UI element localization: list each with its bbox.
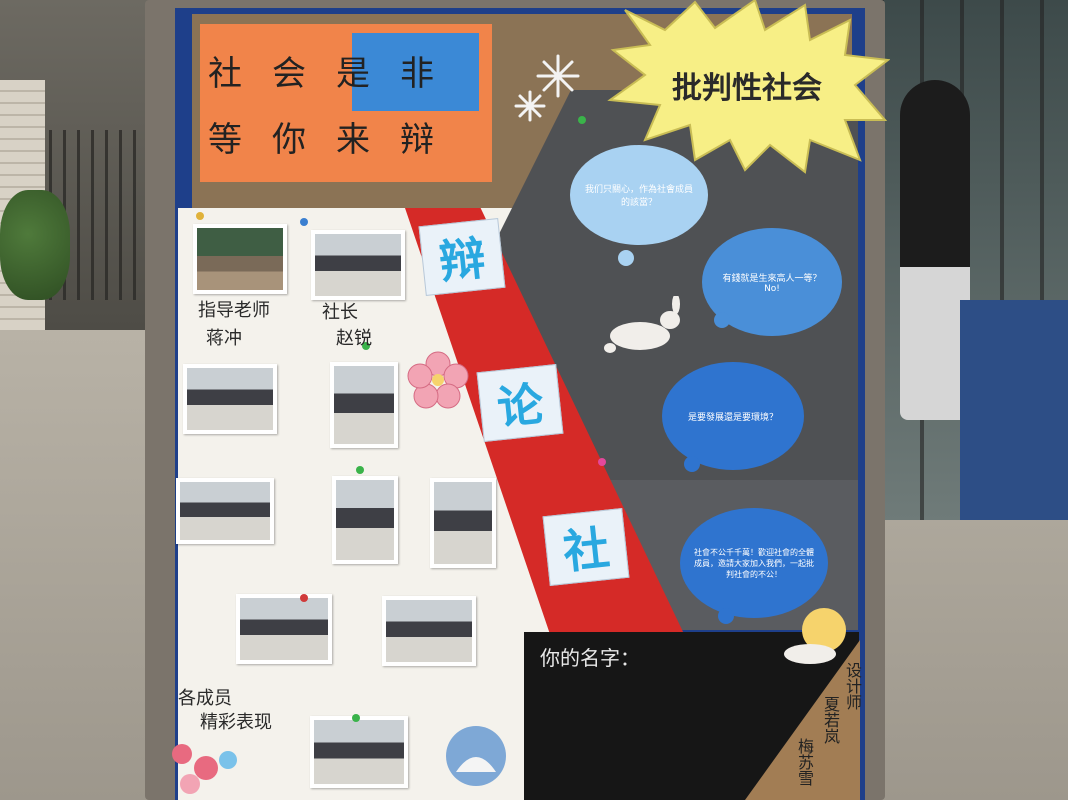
pushpin xyxy=(196,212,204,220)
banner-tile-1: 辩 xyxy=(418,218,506,296)
moon-icon xyxy=(784,608,846,664)
designer-label: 设计师 xyxy=(843,662,862,710)
title-line-2: 等你来辩 xyxy=(208,120,464,160)
pushpin xyxy=(356,466,364,474)
photo-member-8 xyxy=(310,716,408,788)
president-name: 赵锐 xyxy=(336,328,372,349)
members-line-2: 精彩表现 xyxy=(200,712,272,733)
photo-advisor xyxy=(193,224,287,294)
round-emblem-icon xyxy=(446,726,506,786)
banner-tile-3: 社 xyxy=(542,508,630,586)
designer-name-1: 夏若岚 xyxy=(821,696,840,744)
thought-bubble-4: 社會不公千千萬！歡迎社會的全體成員，邀請大家加入我們，一起批判社會的不公！ xyxy=(680,508,828,618)
photo-member-1 xyxy=(183,364,277,434)
name-prompt: 你的名字： xyxy=(540,646,640,670)
blue-stand xyxy=(960,300,1068,520)
pushpin xyxy=(300,218,308,226)
person-standing xyxy=(900,80,970,420)
bubble-tail-3 xyxy=(684,456,700,472)
title-highlight xyxy=(352,33,479,111)
rabbit-icon xyxy=(604,296,680,353)
photo-member-3 xyxy=(176,478,274,544)
burst-text: 批判性社会 xyxy=(672,71,822,106)
title-line-1: 社会是非 xyxy=(208,54,464,94)
thought-bubble-3: 是要發展還是要環境？ xyxy=(662,362,804,470)
flower-decoration-icon xyxy=(172,744,237,794)
snowflake-icon xyxy=(514,54,580,122)
pushpin xyxy=(300,594,308,602)
photo-member-5 xyxy=(430,478,496,568)
photo-member-6 xyxy=(236,594,332,664)
bubble-tail-1 xyxy=(618,250,634,266)
cherry-blossom-icon xyxy=(407,351,469,409)
photo-member-4 xyxy=(332,476,398,564)
photo-president xyxy=(311,230,405,300)
photo-member-2 xyxy=(330,362,398,448)
pushpin xyxy=(362,342,370,350)
starburst-title: 批判性社会 xyxy=(607,0,890,174)
members-line-1: 各成员 xyxy=(178,688,232,709)
president-label: 社长 xyxy=(322,302,358,323)
pushpin xyxy=(598,458,606,466)
advisor-label: 指导老师 xyxy=(198,300,270,321)
thought-bubble-1: 我们只關心，作為社會成員的該當？ xyxy=(570,145,708,245)
pushpin xyxy=(352,714,360,722)
advisor-name: 蒋冲 xyxy=(206,328,242,349)
banner-tile-2: 论 xyxy=(476,364,564,442)
bubble-tail-2 xyxy=(714,312,730,328)
green-bush xyxy=(0,190,70,300)
bubble-tail-4 xyxy=(718,608,734,624)
designer-name-2: 梅苏雪 xyxy=(795,738,814,786)
photo-member-7 xyxy=(382,596,476,666)
pushpin xyxy=(578,116,586,124)
